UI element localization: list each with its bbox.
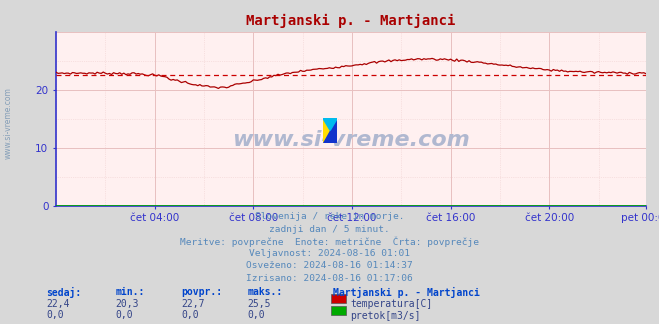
Text: Slovenija / reke in morje.: Slovenija / reke in morje. bbox=[255, 212, 404, 221]
Text: zadnji dan / 5 minut.: zadnji dan / 5 minut. bbox=[269, 225, 390, 234]
Text: temperatura[C]: temperatura[C] bbox=[351, 299, 433, 309]
Text: 22,7: 22,7 bbox=[181, 299, 205, 309]
Text: Meritve: povprečne  Enote: metrične  Črta: povprečje: Meritve: povprečne Enote: metrične Črta:… bbox=[180, 237, 479, 247]
Polygon shape bbox=[323, 118, 337, 130]
Polygon shape bbox=[323, 118, 337, 143]
Text: Izrisano: 2024-08-16 01:17:06: Izrisano: 2024-08-16 01:17:06 bbox=[246, 274, 413, 283]
Text: www.si-vreme.com: www.si-vreme.com bbox=[3, 87, 13, 159]
Polygon shape bbox=[323, 118, 337, 143]
Text: min.:: min.: bbox=[115, 287, 145, 297]
Text: pretok[m3/s]: pretok[m3/s] bbox=[351, 311, 421, 321]
Title: Martjanski p. - Martjanci: Martjanski p. - Martjanci bbox=[246, 14, 455, 29]
Text: 0,0: 0,0 bbox=[247, 310, 265, 320]
Text: 0,0: 0,0 bbox=[46, 310, 64, 320]
Text: 22,4: 22,4 bbox=[46, 299, 70, 309]
Text: povpr.:: povpr.: bbox=[181, 287, 222, 297]
Text: Martjanski p. - Martjanci: Martjanski p. - Martjanci bbox=[333, 287, 480, 298]
Text: Osveženo: 2024-08-16 01:14:37: Osveženo: 2024-08-16 01:14:37 bbox=[246, 261, 413, 271]
Text: 0,0: 0,0 bbox=[115, 310, 133, 320]
Text: 20,3: 20,3 bbox=[115, 299, 139, 309]
Text: 25,5: 25,5 bbox=[247, 299, 271, 309]
Text: Veljavnost: 2024-08-16 01:01: Veljavnost: 2024-08-16 01:01 bbox=[249, 249, 410, 258]
Text: maks.:: maks.: bbox=[247, 287, 282, 297]
Text: sedaj:: sedaj: bbox=[46, 287, 81, 298]
Text: 0,0: 0,0 bbox=[181, 310, 199, 320]
Text: www.si-vreme.com: www.si-vreme.com bbox=[232, 130, 470, 150]
